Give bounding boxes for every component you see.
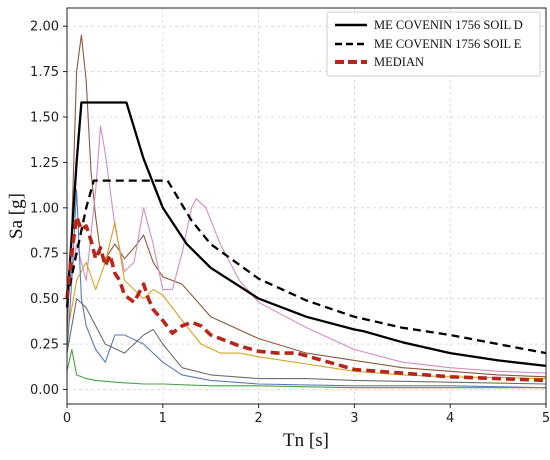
y-axis-label: Sa [g]	[6, 193, 27, 239]
y-tick-label: 0.00	[30, 383, 59, 398]
record-line-7	[66, 298, 547, 385]
y-tick-label: 1.50	[30, 110, 59, 125]
y-tick-label: 0.25	[30, 338, 59, 353]
plot-frame	[66, 7, 547, 405]
y-tick-label: 1.00	[30, 201, 59, 216]
x-tick-label: 2	[254, 411, 262, 426]
legend-box	[326, 11, 541, 77]
legend-entry-median: MEDIAN	[335, 55, 424, 69]
legend-label-soil-d: ME COVENIN 1756 SOIL D	[374, 18, 523, 32]
x-tick-label: 0	[63, 411, 71, 426]
series-line-median	[65, 215, 547, 383]
x-axis-label: Tn [s]	[283, 430, 329, 451]
legend: ME COVENIN 1756 SOIL D ME COVENIN 1756 S…	[326, 11, 541, 77]
y-tick-label: 0.50	[30, 292, 59, 307]
series-group	[65, 34, 547, 389]
legend-entry-soil-d: ME COVENIN 1756 SOIL D	[335, 18, 523, 32]
record-line-3	[66, 34, 547, 378]
x-tick-label: 4	[446, 411, 454, 426]
y-tick-label: 1.25	[30, 156, 59, 171]
x-tick-label: 5	[542, 411, 550, 426]
record-line-6	[66, 189, 547, 389]
x-tick-label: 3	[350, 411, 358, 426]
y-tick-label: 2.00	[30, 20, 59, 35]
x-tick-label: 1	[159, 411, 167, 426]
series-line-soil-d	[65, 101, 547, 368]
y-tick-label: 1.75	[30, 65, 59, 80]
y-tick-label: 0.75	[30, 247, 59, 262]
legend-label-median: MEDIAN	[374, 55, 424, 69]
record-line-8	[66, 348, 546, 389]
tick-labels: 0 1 2 3 4 5 0.00 0.25 0.50 0.75 1.00 1.25 1.50 1.75 2.…	[30, 20, 550, 426]
legend-label-soil-e: ME COVENIN 1756 SOIL E	[374, 37, 522, 51]
record-line-5	[66, 221, 547, 380]
legend-entry-soil-e: ME COVENIN 1756 SOIL E	[335, 37, 522, 51]
record-line-4	[66, 125, 547, 374]
